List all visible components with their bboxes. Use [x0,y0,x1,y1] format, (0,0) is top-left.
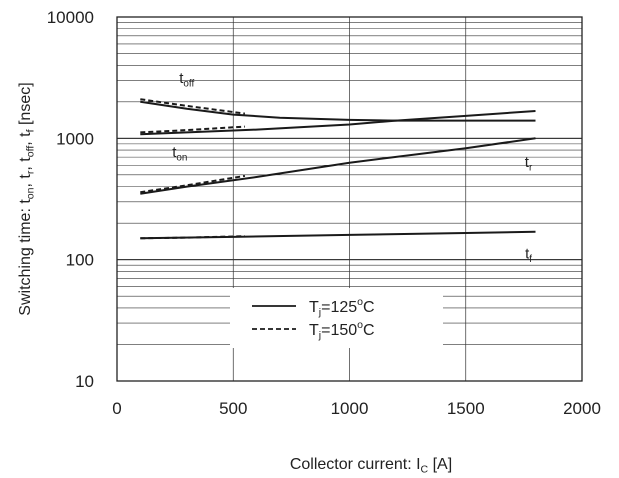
grid [116,16,583,382]
curve-labels: toff ton tr tf [172,70,533,265]
y-tick-labels: 10 100 1000 10000 [47,8,94,391]
legend-entry-label: Tj=125oC [309,296,375,319]
plot-frame [116,16,583,382]
curve-label-toff: toff [179,70,194,89]
y-tick-label: 10000 [47,8,94,27]
curve-label-tf: tf [525,246,532,265]
series-ton-solid [140,110,536,136]
x-tick-label: 1500 [447,399,485,418]
legend-box [230,288,443,348]
series-toff-dashed [140,98,246,115]
x-tick-label: 0 [112,399,121,418]
y-axis-label: Switching time: ton, tr, toff, tf [nsec] [17,82,37,315]
data-series [140,98,536,240]
x-tick-label: 500 [219,399,247,418]
y-tick-label: 100 [66,251,94,270]
curve-label-tr: tr [525,154,533,173]
x-tick-labels: 0 500 1000 1500 2000 [112,399,601,418]
y-tick-label: 1000 [56,129,94,148]
series-tr-dashed [140,174,246,194]
legend-entry-label: Tj=150oC [309,319,375,342]
series-toff-solid [140,100,536,122]
series-tr-solid [140,137,536,195]
x-tick-label: 1000 [331,399,369,418]
y-tick-label: 10 [75,372,94,391]
curve-label-ton: ton [172,144,187,163]
x-tick-label: 2000 [563,399,601,418]
x-axis-label: Collector current: IC [A] [290,456,452,476]
series-tf-solid [140,230,536,240]
